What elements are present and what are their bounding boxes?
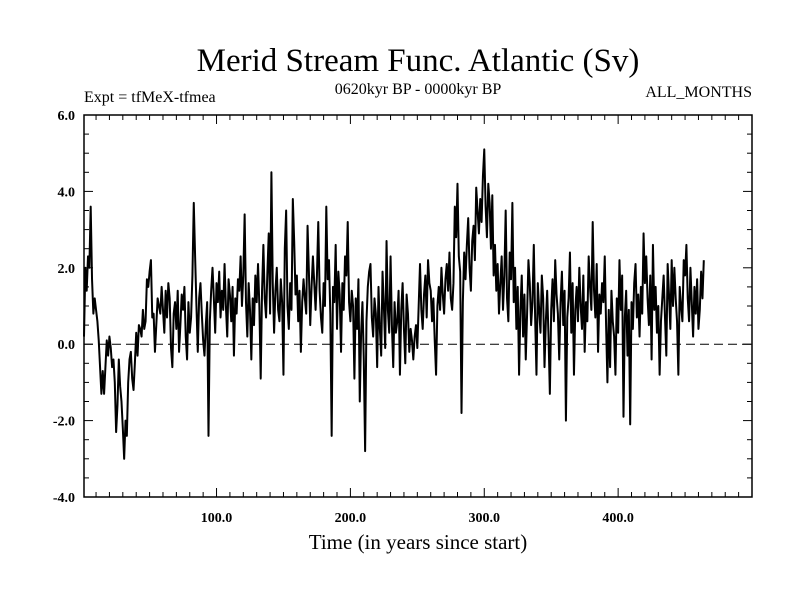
chart-title: Merid Stream Func. Atlantic (Sv) <box>197 43 640 79</box>
y-tick-label: 6.0 <box>58 109 76 124</box>
y-tick-label: 2.0 <box>58 262 76 277</box>
y-tick-label: 0.0 <box>58 338 76 353</box>
y-tick-label: -4.0 <box>53 491 75 506</box>
y-tick-label: -2.0 <box>53 415 75 430</box>
y-axis-ticks: 6.0 4.0 2.0 0.0 -2.0 -4.0 <box>53 109 752 506</box>
plot-frame <box>83 114 753 498</box>
experiment-label: Expt = tfMeX-tfmea <box>84 89 216 106</box>
series-line <box>83 148 705 460</box>
x-axis-ticks: 100.0 200.0 300.0 400.0 <box>95 115 753 526</box>
x-axis-label: Time (in years since start) <box>309 530 528 554</box>
time-range-label: 0620kyr BP - 0000kyr BP <box>335 81 502 98</box>
x-tick-label: 400.0 <box>602 511 634 526</box>
x-tick-label: 100.0 <box>201 511 233 526</box>
y-tick-label: 4.0 <box>58 185 76 200</box>
x-tick-label: 200.0 <box>335 511 367 526</box>
months-label: ALL_MONTHS <box>645 84 752 101</box>
x-tick-label: 300.0 <box>469 511 501 526</box>
